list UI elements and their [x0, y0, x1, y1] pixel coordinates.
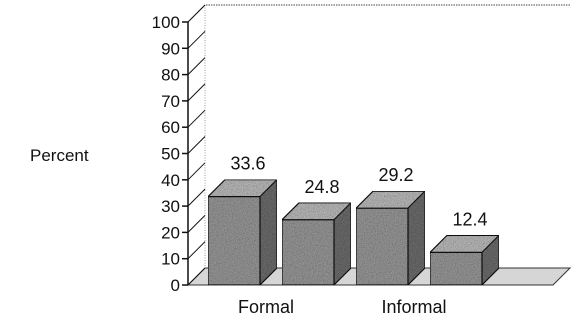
y-tick-depth	[187, 4, 206, 23]
y-tick-depth	[187, 136, 206, 154]
y-tick-label: 50	[161, 145, 180, 164]
bar-side-face	[259, 178, 278, 287]
bar-front-face	[207, 196, 261, 286]
y-tick-label: 40	[161, 171, 180, 190]
y-tick-label: 100	[152, 13, 180, 32]
bar	[428, 233, 501, 287]
bar	[354, 189, 427, 287]
y-tick-depth	[187, 57, 206, 75]
bar-front-face	[355, 207, 409, 286]
back-wall-top-edge	[187, 4, 570, 23]
data-label: 29.2	[378, 165, 413, 185]
y-tick-depth	[187, 241, 206, 260]
y-tick-depth	[187, 83, 206, 102]
y-axis: 0 10 20 30 40 50 60 70 80 90 100	[152, 4, 206, 295]
y-tick-depth	[187, 188, 206, 207]
bar	[206, 178, 279, 287]
y-tick-depth	[187, 30, 206, 49]
x-axis-group-labels: Formal Informal	[238, 297, 447, 317]
y-tick-label: 20	[161, 223, 180, 242]
x-group-label: Formal	[238, 297, 294, 317]
y-tick-label: 90	[161, 39, 180, 58]
y-tick-depth	[187, 215, 206, 233]
y-tick-depth	[187, 162, 206, 181]
y-tick-label: 60	[161, 118, 180, 137]
bars	[206, 178, 501, 287]
data-label: 33.6	[230, 154, 265, 174]
y-axis-label: Percent	[30, 146, 89, 165]
y-tick-label: 10	[161, 250, 180, 269]
data-label: 24.8	[304, 177, 339, 197]
y-tick-label: 70	[161, 92, 180, 111]
y-tick-label: 0	[171, 276, 180, 295]
y-tick-depth	[187, 109, 206, 128]
y-tick-label: 30	[161, 197, 180, 216]
y-tick-label: 80	[161, 66, 180, 85]
x-group-label: Informal	[381, 297, 446, 317]
data-labels: 33.6 24.8 29.2 12.4	[230, 154, 487, 230]
bar-front-face	[281, 219, 335, 286]
data-label: 12.4	[452, 209, 487, 229]
bar	[280, 201, 353, 287]
y-tick-depth	[187, 267, 206, 286]
bar-front-face	[429, 251, 483, 286]
